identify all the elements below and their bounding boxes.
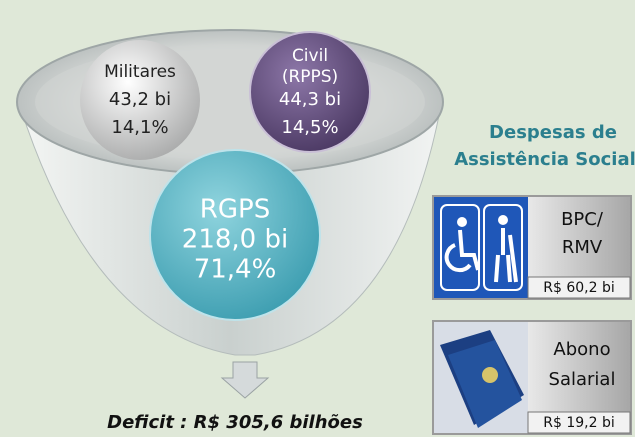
card-value: R$ 60,2 bi [543,280,614,296]
node-label: Militares [104,62,176,82]
booklet-emblem [482,367,498,383]
bpc-card: BPC/ RMV R$ 60,2 bi [432,195,632,300]
civil-circle [249,31,371,153]
card-panel [528,322,630,412]
booklet [448,340,522,428]
card-label: Abono [553,339,610,360]
icon-frame [440,204,480,291]
wheelchair [444,229,480,273]
person-cane [494,228,518,283]
militares-circle [80,40,200,160]
section-title: Assistência Social [454,149,635,170]
node-label: (RPPS) [282,67,338,87]
value-box [527,276,631,299]
card-label: RMV [562,237,603,258]
rgps-circle [149,149,321,321]
node-label: RGPS [200,195,270,225]
value-box [527,411,631,434]
icon-head [457,217,467,227]
node-value: 44,3 bi [279,89,341,110]
node-value: 218,0 bi [182,225,288,255]
icon-frame [483,204,523,291]
card-value: R$ 19,2 bi [543,415,614,431]
deficit-text: Deficit : R$ 305,6 bilhões [107,412,363,433]
down-arrow [220,361,270,399]
section-title: Despesas de [489,122,617,143]
node-value: 43,2 bi [109,89,171,110]
card-panel [528,197,630,277]
node-percent: 14,5% [281,117,338,138]
node-percent: 14,1% [111,117,168,138]
icon-head [498,215,508,225]
abono-card: Abono Salarial R$ 19,2 bi [432,320,632,435]
card-label: Salarial [549,369,616,390]
card-label: BPC/ [561,209,604,230]
node-percent: 71,4% [194,255,277,285]
node-label: Civil [292,46,328,66]
